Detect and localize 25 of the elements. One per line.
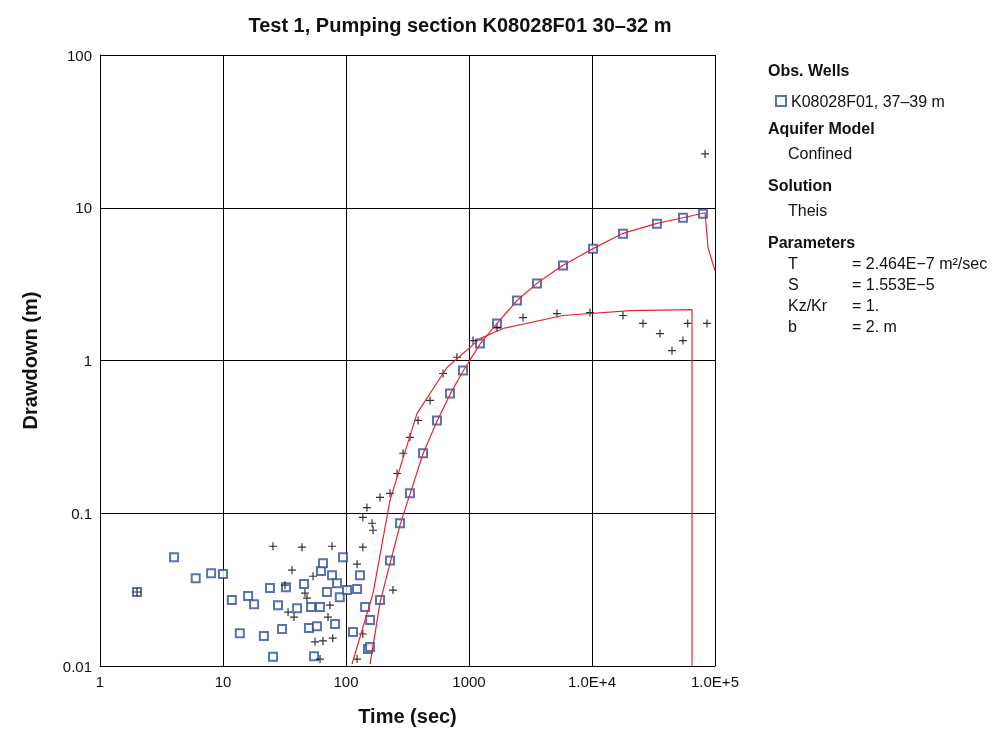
text: Theis (787, 202, 829, 220)
x-tick-label: 1.0E+4 (568, 673, 616, 690)
chart-title: Test 1, Pumping section K08028F01 30–32 m (248, 14, 672, 36)
text: Aquifer Model (768, 120, 876, 138)
text: Solution (768, 177, 833, 195)
text: b = 2. m (788, 318, 897, 335)
text: T = 2.464E−7 m²/sec (788, 255, 988, 272)
x-tick-label: 1 (95, 673, 105, 690)
text: Parameters (768, 234, 857, 252)
legend-title: Obs. Wells (768, 62, 851, 80)
text: Kz/Kr = 1. (788, 297, 880, 314)
x-axis-title: Time (sec) (358, 705, 457, 727)
text: S = 1.553E−5 (788, 276, 935, 293)
legend-label: K08028F01, 37–39 m (791, 92, 945, 110)
text: Confined (787, 145, 854, 163)
y-tick-label: 1 (83, 352, 92, 369)
x-tick-label: 100 (333, 673, 359, 690)
y-tick-label: 10 (75, 199, 92, 217)
x-tick-label: 1.0E+5 (691, 673, 739, 690)
x-tick-label: 10 (214, 673, 232, 690)
x-tick-label: 1000 (452, 673, 486, 690)
y-tick-label: 0.1 (71, 504, 92, 522)
y-tick-label: 0.01 (62, 657, 92, 675)
y-axis-title: Drawdown (m) (19, 291, 41, 430)
y-tick-label: 100 (66, 46, 92, 64)
